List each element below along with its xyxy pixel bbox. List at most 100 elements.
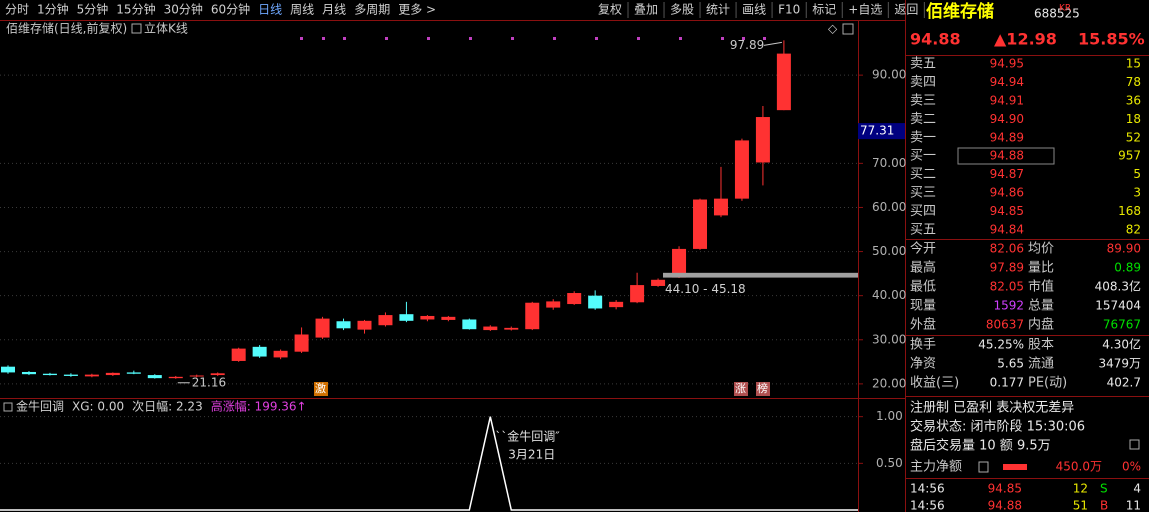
- candle-body: [483, 326, 498, 331]
- candle-body: [357, 320, 372, 330]
- candle-body: [231, 348, 246, 361]
- icon-box[interactable]: [842, 23, 854, 35]
- candle-body: [84, 374, 99, 377]
- candle-body: [294, 334, 309, 352]
- flow-bar: [1003, 464, 1027, 470]
- icon[interactable]: [131, 23, 142, 34]
- candle-body: [609, 301, 624, 308]
- change-pct: 15.85%: [1078, 30, 1145, 49]
- stat-value: 82.06: [990, 242, 1024, 256]
- indicator-annotation: ``金牛回调″: [495, 429, 560, 444]
- stat-label: 现量: [910, 299, 936, 314]
- indicator-title: 金牛回调: [16, 399, 64, 414]
- bid-highlight: [957, 147, 1055, 165]
- candle-body: [525, 302, 540, 330]
- toolbar-button[interactable]: 多股: [670, 3, 694, 17]
- toolbar-button[interactable]: 画线: [742, 3, 766, 17]
- order-volume: 82: [1126, 223, 1141, 237]
- flow-icon[interactable]: [978, 461, 989, 473]
- toolbar-button[interactable]: F10: [778, 3, 800, 17]
- tick-volume: 51: [1073, 499, 1088, 512]
- flow-pct: 0%: [1122, 460, 1141, 474]
- stat-label: 市值: [1028, 279, 1054, 295]
- toolbar-button[interactable]: 叠加: [634, 3, 658, 17]
- stat-label: 均价: [1028, 242, 1054, 257]
- y-tick-label: 30.00: [872, 332, 906, 346]
- toolbar-tab[interactable]: 5分钟: [77, 2, 109, 17]
- tick-time: 14:56: [910, 499, 945, 512]
- cursor-value: 77.31: [860, 124, 894, 138]
- y-tick-label: 90.00: [872, 68, 906, 82]
- toolbar-tab[interactable]: 分时: [5, 3, 29, 17]
- order-price: 94.85: [990, 204, 1024, 218]
- candle-body: [168, 376, 183, 379]
- candle-body: [588, 295, 603, 309]
- candle-body: [63, 374, 78, 376]
- badge[interactable]: 激: [315, 381, 326, 395]
- toolbar-button[interactable]: 标记: [812, 3, 836, 17]
- stat-value: 45.25%: [978, 338, 1024, 352]
- toolbar-tab[interactable]: 15分钟: [116, 2, 155, 17]
- signal-dot: [343, 37, 346, 40]
- icon-diamond[interactable]: ◇: [828, 22, 838, 36]
- toolbar-button[interactable]: 复权: [598, 3, 622, 17]
- stat-label: 最低: [910, 280, 936, 295]
- stock-code: 688525: [1034, 7, 1080, 21]
- indicator-value: XG: 0.00: [72, 400, 124, 414]
- order-label: 买四: [910, 204, 936, 219]
- stat-value: 1592: [993, 299, 1024, 313]
- toolbar-tab[interactable]: 1分钟: [37, 2, 69, 17]
- candle-body: [713, 198, 728, 216]
- order-price: 94.95: [990, 57, 1024, 71]
- y-tick-label: 0.50: [876, 456, 903, 470]
- candle-body: [651, 279, 666, 286]
- toolbar-tab[interactable]: 周线: [290, 3, 314, 17]
- y-tick-label: 70.00: [872, 156, 906, 170]
- order-label: 卖四: [910, 75, 936, 90]
- indicator-value: 次日幅: 2.23: [132, 399, 203, 414]
- candle-body: [504, 327, 519, 330]
- toolbar-tab[interactable]: 更多 >: [398, 3, 436, 17]
- badge-box[interactable]: [314, 382, 328, 396]
- tick-side: B: [1100, 499, 1108, 512]
- badge-box[interactable]: [734, 382, 748, 396]
- candle-body: [189, 375, 204, 377]
- badge[interactable]: 涨: [735, 382, 746, 395]
- toolbar-button[interactable]: 统计: [706, 3, 730, 17]
- toolbar-tab[interactable]: 多周期: [354, 3, 390, 17]
- icon[interactable]: [3, 402, 13, 412]
- toolbar-tab[interactable]: 30分钟: [164, 2, 203, 17]
- stat-value: 80637: [986, 318, 1024, 332]
- order-volume: 957: [1118, 149, 1141, 163]
- candle-body: [42, 373, 57, 376]
- order-label: 买一: [910, 149, 936, 164]
- signal-dot: [469, 37, 472, 40]
- stat-label: 内盘: [1028, 317, 1054, 333]
- badge[interactable]: 榜: [757, 381, 768, 395]
- toolbar-button[interactable]: +自选: [848, 3, 882, 17]
- badge-box[interactable]: [756, 382, 770, 396]
- toolbar-tab[interactable]: 月线: [322, 3, 346, 17]
- toolbar-tab[interactable]: 日线: [258, 3, 282, 17]
- signal-dot: [721, 37, 724, 40]
- order-label: 卖一: [910, 131, 936, 146]
- stat-value: 97.89: [990, 261, 1024, 275]
- chart-subtitle[interactable]: 立体K线: [144, 21, 188, 36]
- toolbar-button[interactable]: 返回: [894, 3, 918, 17]
- signal-dot: [763, 37, 766, 40]
- signal-dot: [322, 37, 325, 40]
- tick-volume: 12: [1073, 482, 1088, 496]
- candle-body: [567, 293, 582, 305]
- y-tick-label: 20.00: [872, 376, 906, 390]
- stat-label: 净资: [910, 357, 936, 372]
- indicator-annotation: 3月21日: [508, 448, 555, 462]
- stat-label: 总量: [1028, 299, 1054, 314]
- signal-dot: [595, 37, 598, 40]
- info-line: 注册制 已盈利 表决权无差异: [910, 400, 1074, 416]
- order-label: 买二: [910, 167, 936, 182]
- toolbar-tab[interactable]: 60分钟: [211, 2, 250, 17]
- stat-value: 3479万: [1098, 357, 1141, 371]
- expand-icon[interactable]: [1129, 439, 1140, 450]
- stat-label: 今开: [910, 241, 936, 257]
- indicator-value: 高涨幅: 199.36↑: [211, 399, 307, 414]
